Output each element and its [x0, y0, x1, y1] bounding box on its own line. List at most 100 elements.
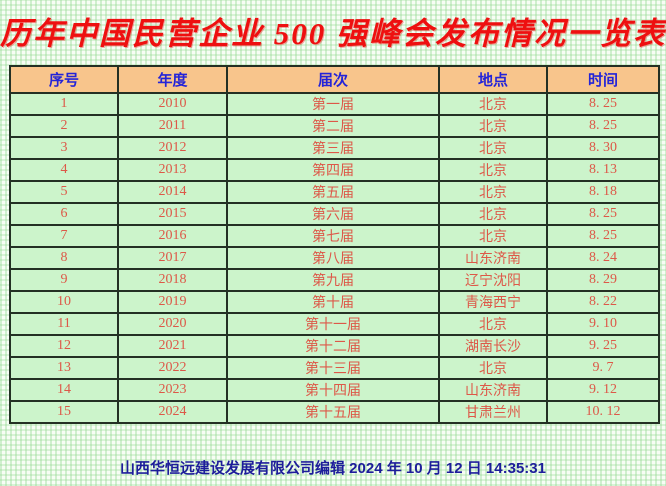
cell-year: 2019 — [117, 290, 228, 314]
cell-session: 第三届 — [226, 136, 440, 160]
cell-no: 9 — [9, 268, 119, 292]
cell-date: 9. 25 — [546, 334, 660, 358]
cell-session: 第二届 — [226, 114, 440, 138]
cell-date: 8. 18 — [546, 180, 660, 204]
cell-location: 北京 — [438, 356, 548, 380]
cell-date: 8. 29 — [546, 268, 660, 292]
cell-date: 8. 25 — [546, 114, 660, 138]
cell-year: 2020 — [117, 312, 228, 336]
cell-session: 第七届 — [226, 224, 440, 248]
table-row: 10 2019 第十届 青海西宁 8. 22 — [9, 290, 660, 314]
cell-session: 第十四届 — [226, 378, 440, 402]
table-body: 1 2010 第一届 北京 8. 25 2 2011 第二届 北京 8. 25 3 2012 第三届 北京… — [9, 92, 660, 424]
cell-date: 9. 7 — [546, 356, 660, 380]
table-row: 14 2023 第十四届 山东济南 9. 12 — [9, 378, 660, 402]
summit-table: 序号 年度 届次 地点 时间 1 2010 第一届 北京 8. 25 2 2011 第二届 北京… — [9, 65, 660, 424]
cell-location: 北京 — [438, 92, 548, 116]
cell-location: 湖南长沙 — [438, 334, 548, 358]
cell-no: 1 — [9, 92, 119, 116]
cell-location: 北京 — [438, 312, 548, 336]
cell-no: 5 — [9, 180, 119, 204]
cell-session: 第一届 — [226, 92, 440, 116]
cell-no: 14 — [9, 378, 119, 402]
cell-session: 第五届 — [226, 180, 440, 204]
col-header-session: 届次 — [226, 65, 440, 94]
cell-location: 青海西宁 — [438, 290, 548, 314]
cell-date: 9. 10 — [546, 312, 660, 336]
cell-date: 8. 30 — [546, 136, 660, 160]
cell-location: 山东济南 — [438, 378, 548, 402]
table-row: 2 2011 第二届 北京 8. 25 — [9, 114, 660, 138]
cell-year: 2014 — [117, 180, 228, 204]
table-row: 5 2014 第五届 北京 8. 18 — [9, 180, 660, 204]
table-row: 3 2012 第三届 北京 8. 30 — [9, 136, 660, 160]
cell-no: 13 — [9, 356, 119, 380]
cell-date: 8. 25 — [546, 224, 660, 248]
table-row: 11 2020 第十一届 北京 9. 10 — [9, 312, 660, 336]
cell-date: 10. 12 — [546, 400, 660, 424]
table-row: 7 2016 第七届 北京 8. 25 — [9, 224, 660, 248]
cell-session: 第十二届 — [226, 334, 440, 358]
cell-session: 第十一届 — [226, 312, 440, 336]
cell-no: 3 — [9, 136, 119, 160]
table-row: 13 2022 第十三届 北京 9. 7 — [9, 356, 660, 380]
cell-year: 2012 — [117, 136, 228, 160]
cell-no: 15 — [9, 400, 119, 424]
cell-year: 2017 — [117, 246, 228, 270]
cell-year: 2023 — [117, 378, 228, 402]
cell-date: 8. 13 — [546, 158, 660, 182]
cell-location: 北京 — [438, 114, 548, 138]
footer-credit: 山西华恒远建设发展有限公司编辑 2024 年 10 月 12 日 14:35:3… — [120, 460, 546, 477]
cell-session: 第十届 — [226, 290, 440, 314]
table-row: 4 2013 第四届 北京 8. 13 — [9, 158, 660, 182]
header-row: 序号 年度 届次 地点 时间 — [9, 65, 660, 94]
cell-session: 第九届 — [226, 268, 440, 292]
table-row: 8 2017 第八届 山东济南 8. 24 — [9, 246, 660, 270]
col-header-location: 地点 — [438, 65, 548, 94]
cell-date: 8. 24 — [546, 246, 660, 270]
cell-date: 8. 25 — [546, 202, 660, 226]
cell-date: 8. 25 — [546, 92, 660, 116]
cell-location: 北京 — [438, 180, 548, 204]
cell-year: 2011 — [117, 114, 228, 138]
cell-session: 第四届 — [226, 158, 440, 182]
cell-location: 北京 — [438, 202, 548, 226]
cell-year: 2015 — [117, 202, 228, 226]
page-title: 历年中国民营企业 500 强峰会发布情况一览表 — [0, 16, 666, 51]
cell-date: 8. 22 — [546, 290, 660, 314]
table-row: 6 2015 第六届 北京 8. 25 — [9, 202, 660, 226]
cell-date: 9. 12 — [546, 378, 660, 402]
cell-no: 10 — [9, 290, 119, 314]
col-header-year: 年度 — [117, 65, 228, 94]
cell-no: 4 — [9, 158, 119, 182]
cell-year: 2013 — [117, 158, 228, 182]
cell-no: 6 — [9, 202, 119, 226]
cell-no: 2 — [9, 114, 119, 138]
cell-session: 第八届 — [226, 246, 440, 270]
cell-no: 8 — [9, 246, 119, 270]
cell-year: 2018 — [117, 268, 228, 292]
table-row: 12 2021 第十二届 湖南长沙 9. 25 — [9, 334, 660, 358]
cell-year: 2024 — [117, 400, 228, 424]
cell-location: 北京 — [438, 136, 548, 160]
table-row: 9 2018 第九届 辽宁沈阳 8. 29 — [9, 268, 660, 292]
col-header-date: 时间 — [546, 65, 660, 94]
cell-no: 11 — [9, 312, 119, 336]
cell-session: 第六届 — [226, 202, 440, 226]
cell-year: 2010 — [117, 92, 228, 116]
cell-location: 甘肃兰州 — [438, 400, 548, 424]
cell-location: 山东济南 — [438, 246, 548, 270]
cell-location: 辽宁沈阳 — [438, 268, 548, 292]
cell-session: 第十五届 — [226, 400, 440, 424]
cell-session: 第十三届 — [226, 356, 440, 380]
table-row: 1 2010 第一届 北京 8. 25 — [9, 92, 660, 116]
cell-year: 2016 — [117, 224, 228, 248]
cell-year: 2022 — [117, 356, 228, 380]
cell-location: 北京 — [438, 224, 548, 248]
cell-no: 12 — [9, 334, 119, 358]
cell-year: 2021 — [117, 334, 228, 358]
cell-location: 北京 — [438, 158, 548, 182]
col-header-no: 序号 — [9, 65, 119, 94]
cell-no: 7 — [9, 224, 119, 248]
table-row: 15 2024 第十五届 甘肃兰州 10. 12 — [9, 400, 660, 424]
